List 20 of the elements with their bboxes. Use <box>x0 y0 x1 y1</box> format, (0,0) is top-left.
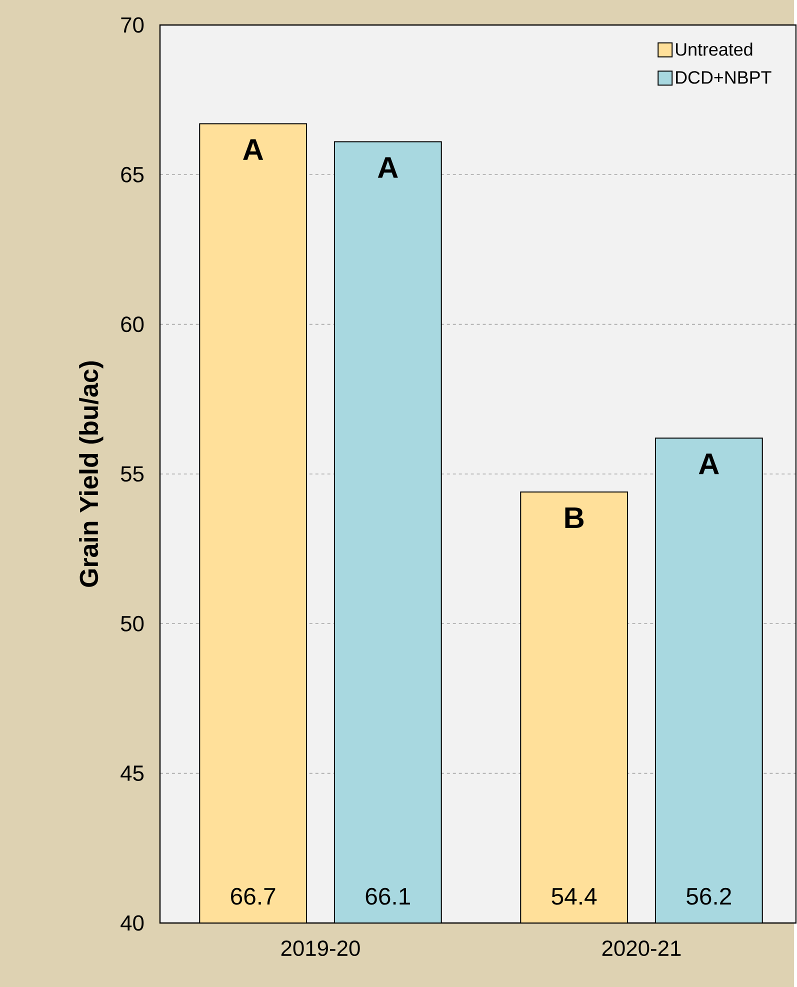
data-label: 66.7 <box>231 888 276 905</box>
y-tick-label: 45 <box>120 766 144 781</box>
data-label: 56.2 <box>686 888 732 905</box>
legend-label: Untreated <box>676 42 752 56</box>
y-tick-label: 65 <box>121 166 144 182</box>
y-tick-label: 70 <box>121 17 144 33</box>
y-tick-label: 50 <box>121 616 144 632</box>
y-tick-label: 40 <box>120 915 144 931</box>
y-axis-title: Grain Yield (bu/ac) <box>79 361 104 587</box>
data-label: 54.4 <box>552 888 597 905</box>
data-label: 66.1 <box>366 888 410 905</box>
y-tick-label: 60 <box>121 316 144 332</box>
legend-label: DCD+NBPT <box>676 71 772 84</box>
y-tick-label: 55 <box>121 466 144 482</box>
annotation: A <box>243 139 264 160</box>
x-tick-label: 2019-20 <box>282 940 360 956</box>
annotation: A <box>699 454 720 474</box>
annotation: B <box>566 507 584 528</box>
x-tick-label: 2020-21 <box>602 940 681 956</box>
annotation: A <box>378 157 398 178</box>
